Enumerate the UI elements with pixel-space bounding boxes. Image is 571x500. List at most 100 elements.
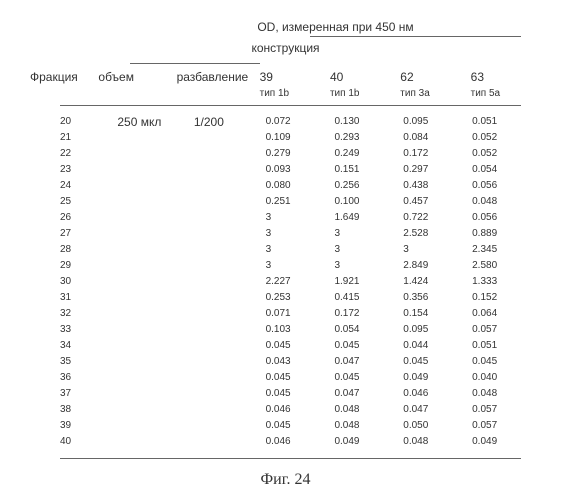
cell-value: 0.457	[403, 194, 472, 210]
cell-volume	[117, 146, 194, 162]
cell-value: 3	[266, 242, 335, 258]
table-row: 20250 мкл1/2000.0720.1300.0950.051	[60, 114, 541, 130]
cell-volume	[117, 290, 194, 306]
cell-fraction: 29	[60, 258, 117, 274]
cell-value: 0.130	[334, 114, 403, 130]
table-row: 220.2790.2490.1720.052	[60, 146, 541, 162]
cell-value: 0.057	[472, 418, 541, 434]
cell-dilution	[194, 146, 266, 162]
table-row: 210.1090.2930.0840.052	[60, 130, 541, 146]
col-group-1: 40 тип 1b	[330, 70, 400, 99]
cell-value: 0.047	[403, 402, 472, 418]
cell-dilution	[194, 242, 266, 258]
col-group-type: тип 3a	[400, 88, 470, 99]
cell-volume	[117, 402, 194, 418]
cell-value: 0.052	[472, 130, 541, 146]
cell-volume	[117, 210, 194, 226]
cell-dilution	[194, 386, 266, 402]
cell-volume	[117, 418, 194, 434]
cell-value: 0.095	[403, 114, 472, 130]
cell-value: 3	[266, 258, 335, 274]
cell-volume	[117, 130, 194, 146]
cell-value: 0.256	[334, 178, 403, 194]
cell-value: 0.050	[403, 418, 472, 434]
col-group-type: тип 5a	[471, 88, 541, 99]
cell-dilution	[194, 354, 266, 370]
cell-fraction: 37	[60, 386, 117, 402]
figure-caption: Фиг. 24	[30, 471, 541, 489]
cell-value: 0.056	[472, 178, 541, 194]
cell-dilution	[194, 402, 266, 418]
col-group-0: 39 тип 1b	[260, 70, 330, 99]
cell-volume: 250 мкл	[117, 114, 194, 130]
cell-value: 0.048	[403, 434, 472, 450]
cell-value: 0.072	[266, 114, 335, 130]
cell-value: 0.172	[334, 306, 403, 322]
cell-value: 0.356	[403, 290, 472, 306]
cell-volume	[117, 322, 194, 338]
cell-value: 0.889	[472, 226, 541, 242]
cell-value: 0.049	[472, 434, 541, 450]
cell-value: 0.080	[266, 178, 335, 194]
cell-value: 3	[403, 242, 472, 258]
cell-value: 0.249	[334, 146, 403, 162]
cell-value: 0.045	[472, 354, 541, 370]
cell-volume	[117, 258, 194, 274]
cell-dilution	[194, 290, 266, 306]
cell-dilution	[194, 162, 266, 178]
col-group-2: 62 тип 3a	[400, 70, 470, 99]
col-dilution-label: разбавление	[177, 70, 260, 84]
cell-value: 0.084	[403, 130, 472, 146]
table-row: 330.1030.0540.0950.057	[60, 322, 541, 338]
cell-value: 0.047	[334, 386, 403, 402]
cell-value: 0.095	[403, 322, 472, 338]
cell-dilution	[194, 194, 266, 210]
cell-fraction: 40	[60, 434, 117, 450]
cell-dilution	[194, 226, 266, 242]
cell-value: 0.054	[472, 162, 541, 178]
cell-value: 3	[266, 226, 335, 242]
small-rule	[130, 63, 260, 64]
cell-dilution	[194, 210, 266, 226]
table-row: 340.0450.0450.0440.051	[60, 338, 541, 354]
cell-value: 3	[334, 258, 403, 274]
cell-value: 0.048	[334, 418, 403, 434]
table-row: 250.2510.1000.4570.048	[60, 194, 541, 210]
bottom-rule	[60, 458, 521, 459]
cell-value: 0.154	[403, 306, 472, 322]
cell-value: 2.345	[472, 242, 541, 258]
table-row: 283332.345	[60, 242, 541, 258]
cell-value: 0.057	[472, 322, 541, 338]
cell-value: 2.227	[266, 274, 335, 290]
cell-value: 0.071	[266, 306, 335, 322]
header-rule	[60, 105, 521, 106]
cell-value: 0.044	[403, 338, 472, 354]
cell-volume	[117, 306, 194, 322]
cell-fraction: 28	[60, 242, 117, 258]
cell-value: 2.580	[472, 258, 541, 274]
table-row: 302.2271.9211.4241.333	[60, 274, 541, 290]
cell-value: 0.048	[472, 194, 541, 210]
cell-value: 0.064	[472, 306, 541, 322]
table-row: 2631.6490.7220.056	[60, 210, 541, 226]
cell-value: 0.052	[472, 146, 541, 162]
cell-value: 0.172	[403, 146, 472, 162]
table-row: 370.0450.0470.0460.048	[60, 386, 541, 402]
cell-value: 0.093	[266, 162, 335, 178]
cell-volume	[117, 434, 194, 450]
table-row: 360.0450.0450.0490.040	[60, 370, 541, 386]
cell-fraction: 38	[60, 402, 117, 418]
cell-value: 1.424	[403, 274, 472, 290]
cell-value: 0.048	[472, 386, 541, 402]
cell-volume	[117, 194, 194, 210]
cell-value: 0.048	[334, 402, 403, 418]
cell-value: 0.279	[266, 146, 335, 162]
cell-value: 0.109	[266, 130, 335, 146]
col-group-num: 39	[260, 70, 330, 84]
cell-dilution	[194, 130, 266, 146]
column-headers: Фракция объем разбавление 39 тип 1b 40 т…	[30, 70, 541, 99]
cell-volume	[117, 162, 194, 178]
cell-fraction: 35	[60, 354, 117, 370]
cell-dilution: 1/200	[194, 114, 266, 130]
cell-value: 0.051	[472, 338, 541, 354]
